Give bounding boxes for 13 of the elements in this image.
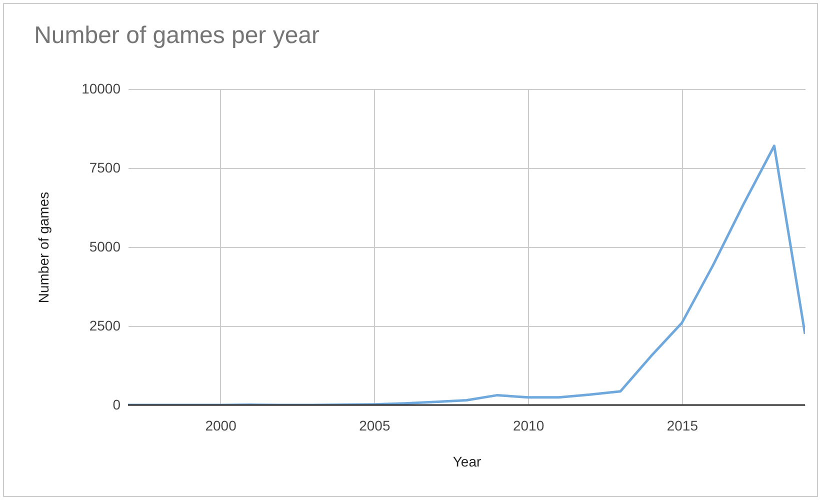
y-tick-label: 2500 [89, 318, 121, 334]
line-series [128, 144, 805, 405]
x-axis-title: Year [452, 454, 482, 470]
x-tick-label: 2010 [512, 418, 544, 434]
y-tick-label: 0 [112, 396, 121, 412]
chart-title: Number of games per year [34, 22, 320, 49]
y-axis-title: Number of games [36, 192, 52, 304]
y-tick-label: 5000 [89, 238, 121, 254]
x-tick-label: 2015 [666, 418, 698, 434]
x-tick-label: 2000 [205, 418, 237, 434]
y-tick-label: 7500 [89, 160, 121, 176]
y-tick-label: 10000 [82, 80, 121, 96]
x-tick-label: 2005 [359, 418, 390, 434]
